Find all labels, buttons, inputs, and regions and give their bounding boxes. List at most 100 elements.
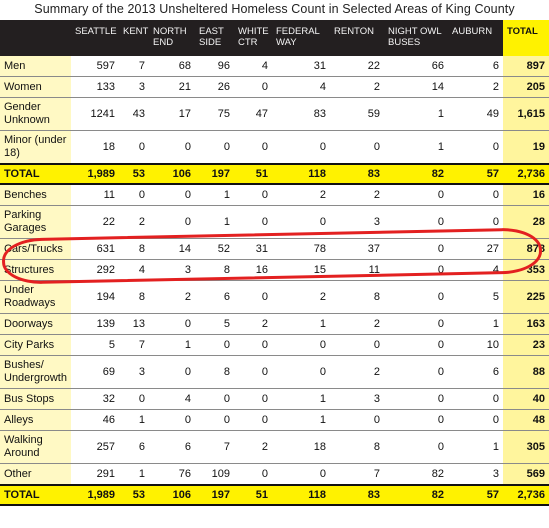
table-cell: 0 bbox=[330, 334, 384, 356]
table-cell: 0 bbox=[272, 463, 330, 486]
table-cell: 0 bbox=[234, 205, 272, 239]
table-cell: 75 bbox=[195, 97, 234, 131]
row-label: Bushes/ Undergrowth bbox=[0, 355, 71, 389]
header-row: SEATTLE KENT NORTH END EAST SIDE WHITE C… bbox=[0, 20, 549, 56]
table-body: Men 597 7 68 96 4 31 22 66 6 897 Women 133 3 21 26 0 4 2 14… bbox=[0, 56, 549, 506]
table-cell: 83 bbox=[330, 163, 384, 185]
table-cell: 6 bbox=[149, 430, 195, 464]
table-cell: 2 bbox=[234, 430, 272, 464]
table-cell: 5 bbox=[195, 313, 234, 335]
row-total-cell: 1,615 bbox=[503, 97, 549, 131]
table-cell: 7 bbox=[119, 56, 149, 77]
row-total-cell: 2,736 bbox=[503, 163, 549, 185]
table-cell: 6 bbox=[448, 355, 503, 389]
row-total-cell: 205 bbox=[503, 76, 549, 98]
table-cell: 0 bbox=[448, 409, 503, 431]
table-cell: 1 bbox=[119, 463, 149, 486]
table-cell: 57 bbox=[448, 484, 503, 506]
table-cell: 32 bbox=[71, 388, 119, 410]
table-cell: 0 bbox=[195, 388, 234, 410]
table-cell: 1 bbox=[448, 313, 503, 335]
table-cell: 0 bbox=[330, 409, 384, 431]
table-cell: 8 bbox=[330, 430, 384, 464]
table-cell: 197 bbox=[195, 163, 234, 185]
table-cell: 3 bbox=[330, 205, 384, 239]
table-cell: 0 bbox=[149, 409, 195, 431]
table-cell: 83 bbox=[272, 97, 330, 131]
table-cell: 0 bbox=[234, 280, 272, 314]
table-cell: 2 bbox=[330, 355, 384, 389]
table-cell: 0 bbox=[272, 334, 330, 356]
column-header: AUBURN bbox=[448, 20, 503, 56]
table-cell: 631 bbox=[71, 238, 119, 260]
table-cell: 291 bbox=[71, 463, 119, 486]
table-row: City Parks 5 7 1 0 0 0 0 0 10 23 bbox=[0, 334, 549, 356]
table-cell: 0 bbox=[272, 355, 330, 389]
table-cell: 0 bbox=[234, 463, 272, 486]
row-total-cell: 28 bbox=[503, 205, 549, 239]
row-total-cell: 897 bbox=[503, 56, 549, 77]
table-cell: 0 bbox=[384, 409, 448, 431]
table-row: Men 597 7 68 96 4 31 22 66 6 897 bbox=[0, 56, 549, 77]
row-total-cell: 16 bbox=[503, 184, 549, 206]
table-cell: 1241 bbox=[71, 97, 119, 131]
table-row: Under Roadways 194 8 2 6 0 2 8 0 5 225 bbox=[0, 280, 549, 314]
row-label: Under Roadways bbox=[0, 280, 71, 314]
table-row: Alleys 46 1 0 0 0 1 0 0 0 48 bbox=[0, 409, 549, 431]
table-cell: 1 bbox=[195, 205, 234, 239]
table-cell: 76 bbox=[149, 463, 195, 486]
table-cell: 109 bbox=[195, 463, 234, 486]
table-cell: 6 bbox=[195, 280, 234, 314]
table-cell: 96 bbox=[195, 56, 234, 77]
table-cell: 8 bbox=[119, 238, 149, 260]
column-header: NIGHT OWL BUSES bbox=[384, 20, 448, 56]
table-cell: 37 bbox=[330, 238, 384, 260]
table-cell: 8 bbox=[195, 259, 234, 281]
table-cell: 1 bbox=[384, 97, 448, 131]
table-cell: 118 bbox=[272, 484, 330, 506]
table-cell: 0 bbox=[234, 184, 272, 206]
table-cell: 46 bbox=[71, 409, 119, 431]
table-row: Benches 11 0 0 1 0 2 2 0 0 16 bbox=[0, 184, 549, 206]
table-cell: 2 bbox=[272, 280, 330, 314]
row-label: TOTAL bbox=[0, 484, 71, 506]
table-cell: 0 bbox=[384, 313, 448, 335]
table-cell: 6 bbox=[119, 430, 149, 464]
table-cell: 18 bbox=[272, 430, 330, 464]
table-cell: 0 bbox=[195, 409, 234, 431]
homeless-count-table: SEATTLE KENT NORTH END EAST SIDE WHITE C… bbox=[0, 20, 549, 506]
table-cell: 2 bbox=[149, 280, 195, 314]
table-cell: 0 bbox=[119, 130, 149, 165]
table-cell: 51 bbox=[234, 484, 272, 506]
table-cell: 22 bbox=[71, 205, 119, 239]
table-cell: 66 bbox=[384, 56, 448, 77]
row-label: Parking Garages bbox=[0, 205, 71, 239]
table-cell: 53 bbox=[119, 163, 149, 185]
table-row: Bushes/ Undergrowth 69 3 0 8 0 0 2 0 6 88 bbox=[0, 355, 549, 389]
table-cell: 0 bbox=[384, 205, 448, 239]
table-cell: 0 bbox=[384, 355, 448, 389]
total-row: TOTAL 1,989 53 106 197 51 118 83 82 57 2,736 bbox=[0, 163, 549, 185]
column-header: SEATTLE bbox=[71, 20, 119, 56]
table-cell: 1 bbox=[119, 409, 149, 431]
row-label: Doorways bbox=[0, 313, 71, 335]
table-row: Walking Around 257 6 6 7 2 18 8 0 1 305 bbox=[0, 430, 549, 464]
table-cell: 1 bbox=[149, 334, 195, 356]
table-cell: 2 bbox=[234, 313, 272, 335]
table-cell: 7 bbox=[330, 463, 384, 486]
table-cell: 1 bbox=[272, 409, 330, 431]
table-cell: 1 bbox=[384, 130, 448, 165]
table-cell: 0 bbox=[384, 430, 448, 464]
table-cell: 57 bbox=[448, 163, 503, 185]
table-cell: 0 bbox=[384, 334, 448, 356]
table-cell: 82 bbox=[384, 163, 448, 185]
table-cell: 0 bbox=[119, 184, 149, 206]
column-header-total: TOTAL bbox=[503, 20, 549, 56]
row-total-cell: 40 bbox=[503, 388, 549, 410]
row-label: Benches bbox=[0, 184, 71, 206]
column-header: RENTON bbox=[330, 20, 384, 56]
table-row: Other 291 1 76 109 0 0 7 82 3 569 bbox=[0, 463, 549, 486]
table-cell: 197 bbox=[195, 484, 234, 506]
row-total-cell: 163 bbox=[503, 313, 549, 335]
table-cell: 14 bbox=[149, 238, 195, 260]
